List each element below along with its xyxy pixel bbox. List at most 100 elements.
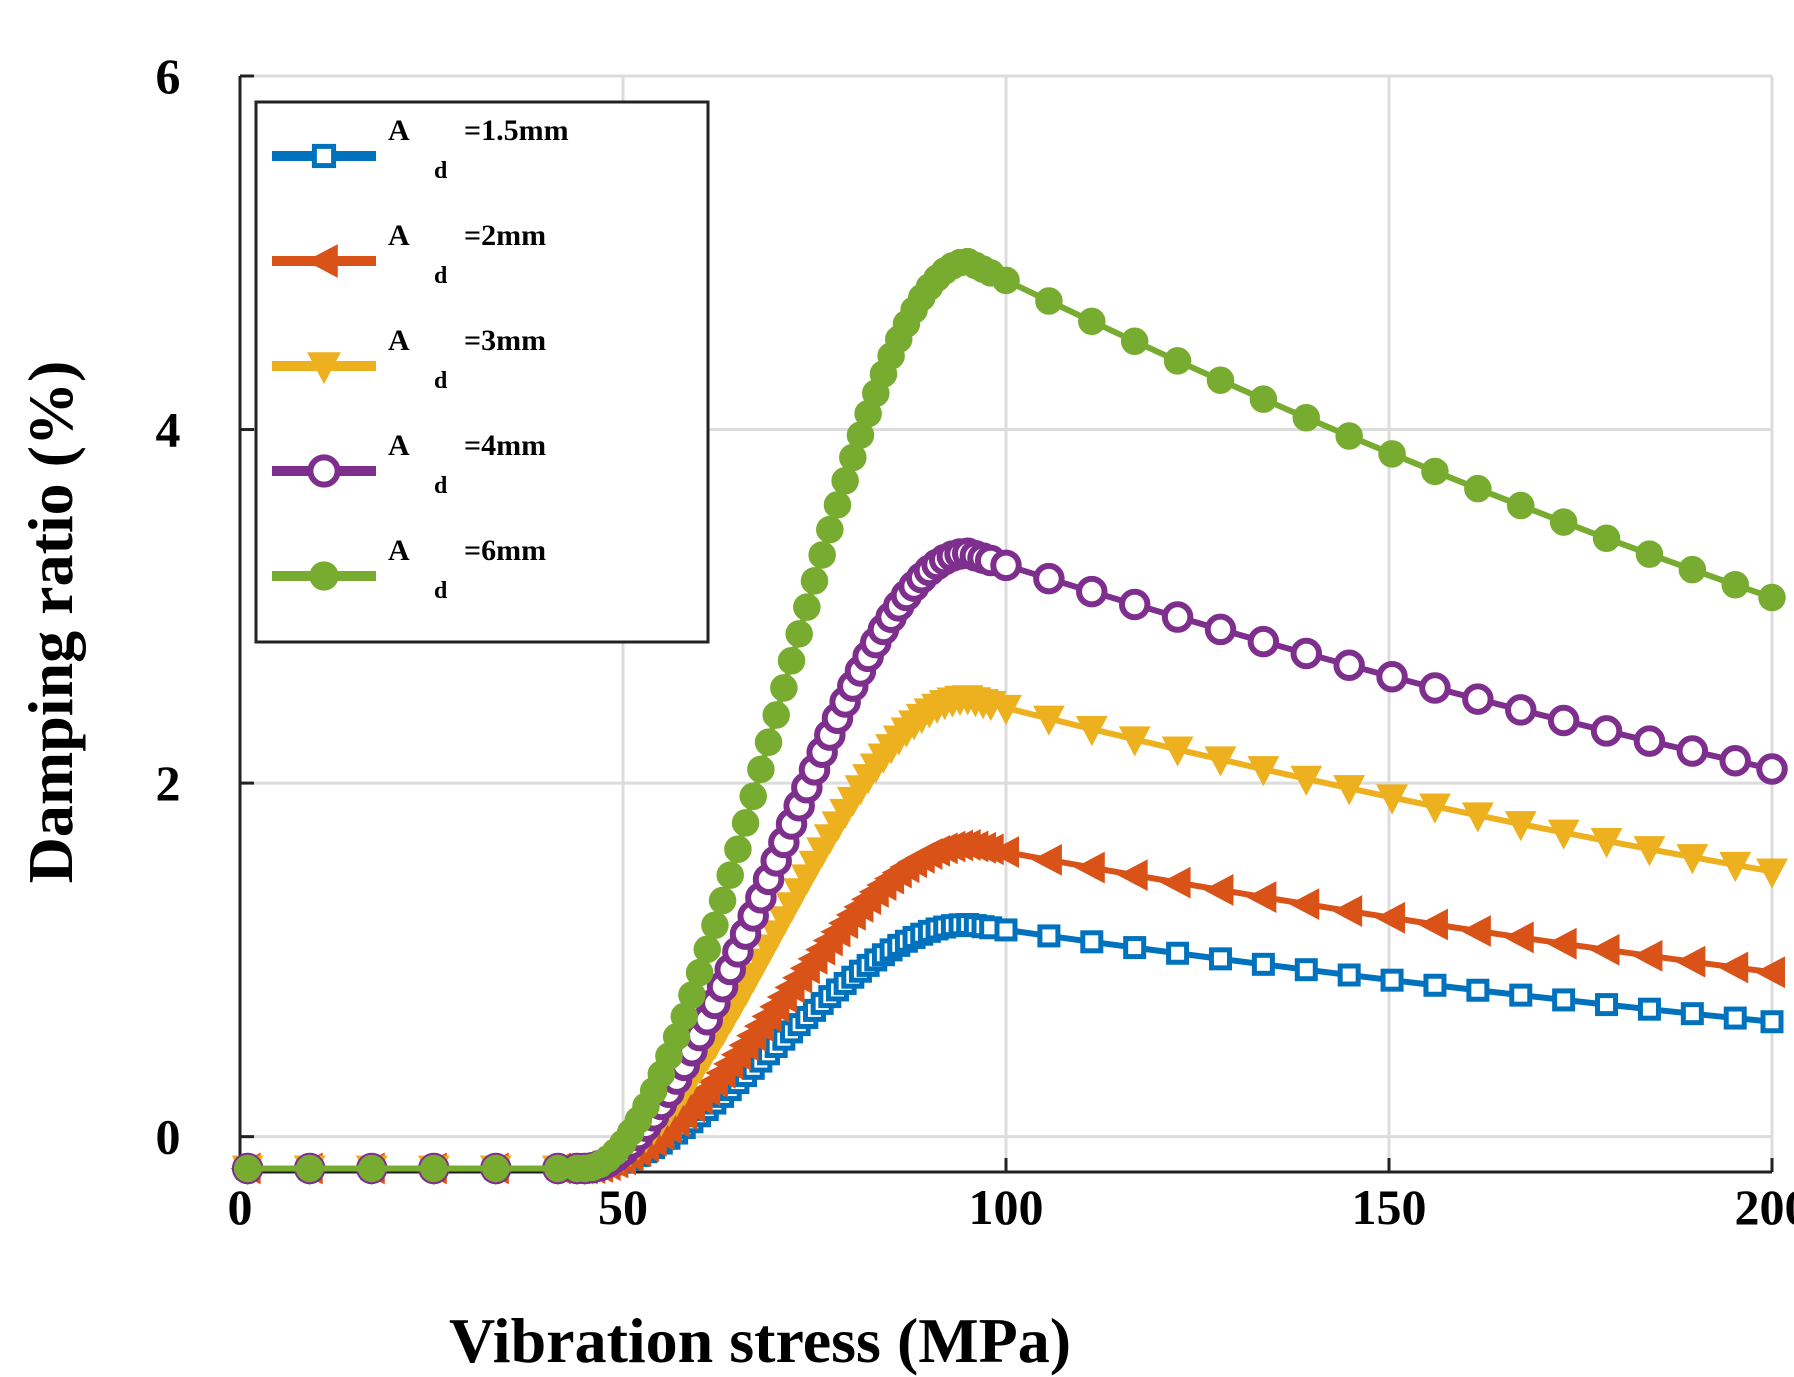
data-point: [1376, 784, 1408, 815]
legend-marker: [311, 143, 337, 169]
data-point: [1758, 583, 1786, 612]
data-point: [770, 674, 798, 702]
data-point: [1332, 895, 1363, 927]
data-point: [1035, 287, 1063, 315]
data-point: [1632, 939, 1663, 972]
data-point: [1552, 988, 1576, 1012]
data-point: [1756, 858, 1788, 889]
legend-label-rest: =6mm: [464, 534, 546, 567]
data-point: [831, 467, 859, 495]
data-point: [1378, 440, 1406, 468]
data-point: [420, 1154, 448, 1183]
legend-label-sub: d: [434, 578, 448, 604]
data-point: [1080, 930, 1104, 954]
data-point: [1033, 562, 1065, 595]
data-point: [1161, 736, 1194, 767]
y-tick-label: 4: [156, 402, 181, 458]
data-point: [990, 694, 1022, 726]
data-point: [1247, 756, 1280, 787]
y-tick-label: 2: [156, 755, 181, 811]
data-point: [823, 491, 852, 519]
x-axis-label: Vibration stress (MPa): [449, 1305, 1071, 1376]
data-point: [1676, 844, 1709, 875]
data-point: [1723, 1006, 1747, 1030]
data-point: [747, 755, 775, 784]
data-point: [1719, 851, 1752, 883]
legend-marker: [307, 352, 341, 385]
tick-labels: 0 50 100 150 200 0 2 4 6: [156, 48, 1794, 1235]
data-point: [1423, 973, 1447, 997]
data-point: [1292, 403, 1321, 432]
x-tick-label: 200: [1735, 1179, 1794, 1235]
legend-label-main: A: [388, 324, 410, 357]
data-point: [990, 549, 1022, 582]
data-point: [1419, 793, 1451, 824]
series-line: [247, 921, 1773, 1172]
data-point: [1203, 873, 1234, 906]
data-point: [1076, 575, 1108, 608]
data-point: [701, 911, 729, 940]
data-point: [754, 728, 783, 756]
data-point: [1032, 705, 1065, 736]
data-point: [685, 958, 714, 987]
data-point: [1466, 978, 1490, 1002]
data-point: [1421, 457, 1449, 486]
data-point: [1507, 491, 1535, 520]
data-point: [1637, 997, 1661, 1021]
data-point: [1206, 366, 1235, 394]
data-point: [777, 646, 806, 675]
data-point: [1075, 716, 1108, 747]
data-point: [1547, 704, 1580, 737]
data-point: [1678, 555, 1707, 584]
data-point: [1635, 540, 1664, 568]
data-point: [1503, 921, 1534, 954]
legend-marker: [307, 454, 341, 488]
legend-label-main: A: [388, 114, 410, 147]
data-point: [1204, 746, 1237, 777]
data-point: [716, 861, 744, 889]
y-tick-label: 6: [156, 48, 181, 104]
data-point: [1333, 775, 1366, 806]
data-point: [1504, 811, 1537, 842]
data-point: [1719, 745, 1751, 777]
data-point: [1592, 524, 1621, 553]
legend-box: [254, 100, 710, 644]
data-point: [1756, 753, 1788, 785]
x-tick-label: 0: [228, 1179, 253, 1235]
data-point: [1462, 683, 1494, 715]
data-point: [1546, 927, 1577, 960]
data-point: [1294, 958, 1318, 982]
data-point: [1333, 649, 1365, 682]
data-point: [295, 1154, 324, 1183]
data-point: [1335, 422, 1363, 450]
legend-label-sub: d: [434, 158, 448, 184]
data-point: [1161, 601, 1194, 633]
data-point: [1160, 866, 1191, 899]
data-point: [1505, 694, 1537, 726]
data-point: [724, 835, 752, 864]
data-point: [1380, 968, 1404, 992]
data-point: [988, 836, 1019, 868]
data-point: [1031, 843, 1062, 876]
y-tick-label: 0: [156, 1109, 181, 1165]
data-point: [1547, 819, 1580, 850]
data-point: [1590, 715, 1623, 747]
data-point: [1163, 347, 1192, 375]
data-point: [1549, 508, 1578, 536]
data-point: [762, 701, 790, 729]
data-point: [816, 515, 844, 544]
data-point: [1166, 941, 1190, 965]
data-point: [994, 918, 1018, 942]
data-point: [1676, 735, 1709, 767]
data-point: [1289, 888, 1320, 921]
x-tick-label: 100: [969, 1179, 1044, 1235]
data-point: [1721, 571, 1749, 599]
x-tick-label: 150: [1352, 1179, 1427, 1235]
y-axis-label: Damping ratio (%): [15, 361, 86, 884]
data-point: [1754, 956, 1785, 989]
data-point: [1037, 924, 1061, 948]
data-point: [1417, 908, 1448, 941]
data-point: [1117, 859, 1148, 892]
data-point: [1461, 802, 1494, 833]
